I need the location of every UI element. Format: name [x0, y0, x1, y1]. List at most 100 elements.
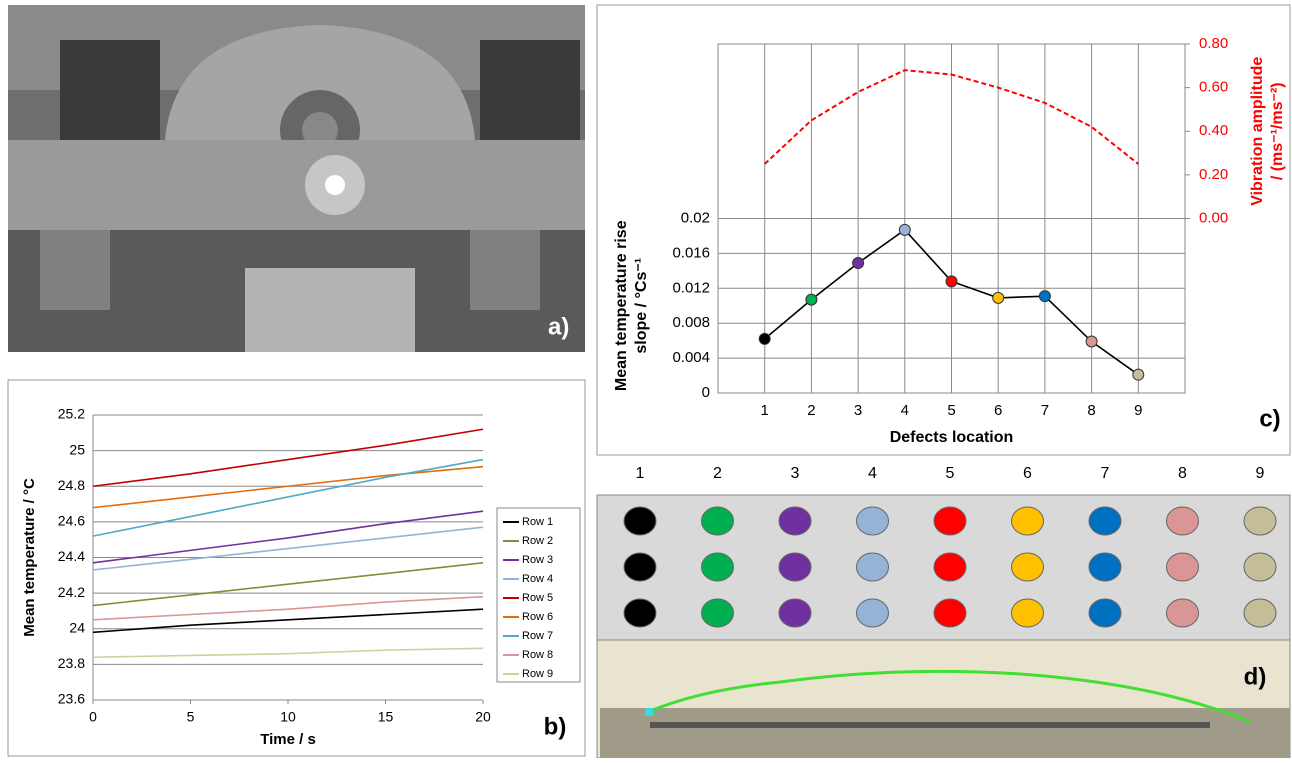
defect-dot: [701, 506, 734, 536]
series-line: [92, 510, 484, 564]
marker: [805, 293, 818, 306]
defect-dot: [623, 506, 657, 536]
panel-label: c): [1259, 405, 1280, 432]
panel-label: d): [1244, 663, 1267, 690]
legend-label: Row 6: [522, 611, 553, 623]
defect-dot: [623, 598, 657, 628]
marker: [1038, 290, 1051, 303]
y-tick-label: 0.004: [672, 349, 710, 366]
defect-dot: [1243, 506, 1277, 536]
defect-dot: [1088, 552, 1122, 582]
column-label: 7: [1101, 465, 1110, 482]
x-tick-label: 1: [761, 402, 769, 419]
defect-dot: [1011, 506, 1044, 536]
series-line: [764, 69, 1139, 165]
series-line: [92, 465, 484, 509]
series-line: [92, 458, 484, 537]
x-axis-title: Time / s: [260, 731, 316, 748]
x-tick-label: 10: [280, 709, 296, 725]
series-line: [92, 608, 484, 634]
legend-label: Row 7: [522, 630, 553, 642]
defect-dot: [1243, 598, 1277, 628]
defect-dot: [1011, 552, 1044, 582]
defect-dot: [778, 552, 812, 582]
column-label: 2: [713, 465, 722, 482]
defect-dot: [623, 552, 657, 582]
defect-dot: [1166, 598, 1199, 628]
x-tick-label: 6: [994, 402, 1002, 419]
series-line: [92, 647, 484, 659]
y-tick-label: 24: [69, 619, 85, 635]
defect-dot: [1166, 506, 1199, 536]
x-tick-label: 5: [947, 402, 955, 419]
legend-label: Row 3: [522, 554, 553, 566]
y-axis-title: Mean temperature / °C: [21, 478, 38, 637]
marker: [1085, 335, 1098, 348]
marker: [945, 275, 958, 288]
y-tick-label: 0.016: [672, 244, 710, 261]
defect-dot: [701, 552, 734, 582]
defect-dot: [856, 552, 889, 582]
panel-b-frame: [7, 379, 586, 757]
marker: [898, 223, 911, 236]
x-tick-label: 0: [89, 709, 97, 725]
y-axis-title: slope / °Cs⁻¹: [633, 258, 650, 354]
y-tick-label: 24.8: [58, 477, 85, 493]
y2-axis-title: Vibration amplitude: [1249, 57, 1266, 206]
defect-dot: [933, 552, 967, 582]
defect-dot: [933, 598, 967, 628]
legend-label: Row 9: [522, 668, 553, 680]
legend-label: Row 1: [522, 516, 553, 528]
x-axis-title: Defects location: [890, 429, 1014, 446]
y-tick-label: 0.02: [681, 209, 710, 226]
y2-tick-label: 0.20: [1199, 166, 1228, 183]
defect-dot: [1088, 598, 1122, 628]
column-label: 5: [946, 465, 955, 482]
y-tick-label: 0.012: [672, 279, 710, 296]
y-tick-label: 25: [69, 441, 85, 457]
y-axis-title: Mean temperature rise: [613, 220, 630, 391]
series-line: [92, 595, 484, 621]
column-label: 3: [791, 465, 800, 482]
marker: [758, 332, 771, 345]
y-tick-label: 23.8: [58, 655, 85, 671]
panel-label: a): [548, 313, 569, 340]
series-line: [92, 428, 484, 488]
legend-label: Row 8: [522, 649, 553, 661]
photo-a: a): [8, 5, 585, 352]
y-tick-label: 25.2: [58, 406, 85, 422]
x-tick-label: 20: [475, 709, 491, 725]
y2-tick-label: 0.80: [1199, 35, 1228, 52]
column-label: 8: [1178, 465, 1187, 482]
y-tick-label: 0.008: [672, 314, 710, 331]
defect-dot: [856, 598, 889, 628]
y-tick-label: 24.4: [58, 548, 85, 564]
y2-axis-title: / (ms⁻¹/ms⁻²): [1269, 82, 1286, 180]
column-label: 6: [1023, 465, 1032, 482]
marker: [1132, 368, 1145, 381]
marker: [852, 256, 865, 269]
x-tick-label: 3: [854, 402, 862, 419]
defect-dot: [778, 506, 812, 536]
defect-dot: [856, 506, 889, 536]
series-line: [92, 562, 484, 607]
defect-dot: [1166, 552, 1199, 582]
x-tick-label: 8: [1087, 402, 1095, 419]
defect-dot: [778, 598, 812, 628]
defect-dot: [701, 598, 734, 628]
legend-label: Row 4: [522, 573, 553, 585]
column-label: 4: [868, 465, 877, 482]
defect-dot: [1243, 552, 1277, 582]
defect-dot: [933, 506, 967, 536]
y-tick-label: 23.6: [58, 691, 85, 707]
y-tick-label: 24.2: [58, 584, 85, 600]
legend-box: [496, 507, 581, 683]
panel-c-frame: [596, 4, 1291, 456]
x-tick-label: 4: [901, 402, 909, 419]
x-tick-label: 15: [378, 709, 394, 725]
panel-label: b): [544, 713, 567, 740]
x-tick-label: 9: [1134, 402, 1142, 419]
column-label: 1: [636, 465, 645, 482]
y2-tick-label: 0.60: [1199, 79, 1228, 96]
